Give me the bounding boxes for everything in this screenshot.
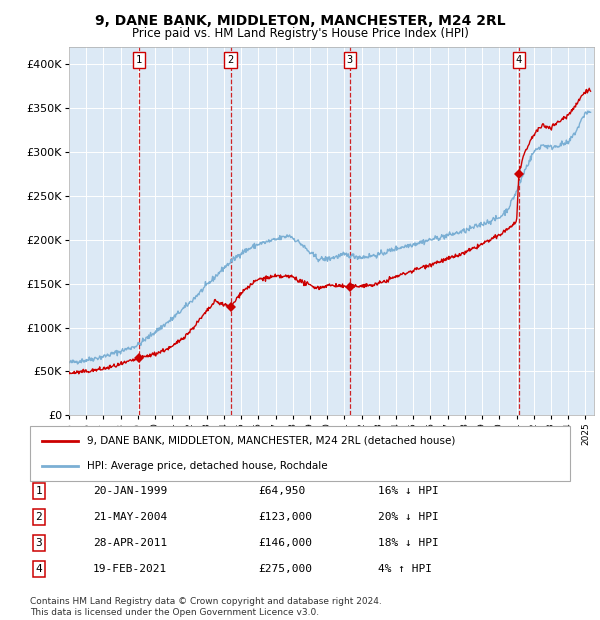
Text: 28-APR-2011: 28-APR-2011 bbox=[93, 538, 167, 548]
Text: £275,000: £275,000 bbox=[258, 564, 312, 574]
Text: 19-FEB-2021: 19-FEB-2021 bbox=[93, 564, 167, 574]
Text: 20-JAN-1999: 20-JAN-1999 bbox=[93, 486, 167, 496]
Text: 16% ↓ HPI: 16% ↓ HPI bbox=[378, 486, 439, 496]
Text: 3: 3 bbox=[35, 538, 43, 548]
Text: 2: 2 bbox=[35, 512, 43, 522]
Text: 4: 4 bbox=[515, 55, 522, 64]
Text: 4: 4 bbox=[35, 564, 43, 574]
Text: 1: 1 bbox=[35, 486, 43, 496]
Text: 3: 3 bbox=[347, 55, 353, 64]
Text: £146,000: £146,000 bbox=[258, 538, 312, 548]
Text: 20% ↓ HPI: 20% ↓ HPI bbox=[378, 512, 439, 522]
Text: 9, DANE BANK, MIDDLETON, MANCHESTER, M24 2RL (detached house): 9, DANE BANK, MIDDLETON, MANCHESTER, M24… bbox=[87, 436, 455, 446]
Text: Contains HM Land Registry data © Crown copyright and database right 2024.
This d: Contains HM Land Registry data © Crown c… bbox=[30, 598, 382, 617]
Text: 2: 2 bbox=[227, 55, 234, 64]
Text: 21-MAY-2004: 21-MAY-2004 bbox=[93, 512, 167, 522]
Text: 18% ↓ HPI: 18% ↓ HPI bbox=[378, 538, 439, 548]
Text: £64,950: £64,950 bbox=[258, 486, 305, 496]
Text: £123,000: £123,000 bbox=[258, 512, 312, 522]
Text: 1: 1 bbox=[136, 55, 142, 64]
Text: HPI: Average price, detached house, Rochdale: HPI: Average price, detached house, Roch… bbox=[87, 461, 328, 471]
Text: Price paid vs. HM Land Registry's House Price Index (HPI): Price paid vs. HM Land Registry's House … bbox=[131, 27, 469, 40]
Text: 9, DANE BANK, MIDDLETON, MANCHESTER, M24 2RL: 9, DANE BANK, MIDDLETON, MANCHESTER, M24… bbox=[95, 14, 505, 28]
Text: 4% ↑ HPI: 4% ↑ HPI bbox=[378, 564, 432, 574]
